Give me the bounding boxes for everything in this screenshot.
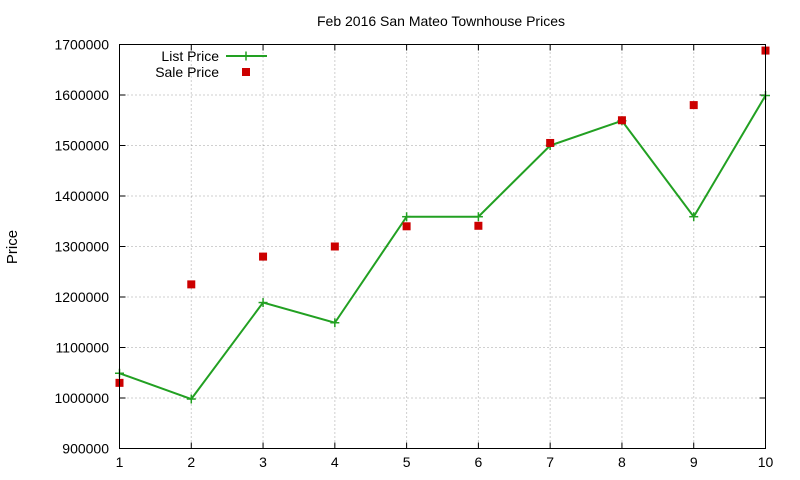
y-axis-label: Price — [4, 230, 21, 264]
y-tick-label: 1300000 — [54, 239, 109, 255]
sale-price-point — [546, 138, 555, 147]
x-tick-label: 8 — [618, 454, 626, 470]
list-price-point — [330, 318, 340, 328]
x-tick-label: 4 — [331, 454, 339, 470]
y-tick-label: 1700000 — [54, 37, 109, 53]
chart-title: Feb 2016 San Mateo Townhouse Prices — [317, 13, 565, 29]
x-tick-label: 10 — [758, 454, 774, 470]
sale-price-point — [402, 222, 411, 231]
sale-price-point — [617, 116, 626, 125]
legend-marker — [241, 51, 251, 61]
sale-price-point — [187, 280, 196, 289]
x-tick-label: 9 — [690, 454, 698, 470]
y-tick-label: 1600000 — [54, 87, 109, 103]
x-tick-label: 7 — [546, 454, 554, 470]
legend-marker — [242, 68, 250, 76]
sale-price-point — [689, 101, 698, 110]
x-tick-labels: 1 2 3 4 5 6 7 8 9 10 — [116, 454, 774, 470]
y-tick-label: 1200000 — [54, 289, 109, 305]
sale-price-point — [330, 242, 339, 251]
x-tick-label: 6 — [474, 454, 482, 470]
y-tick-labels: 900000 1000000 1100000 1200000 1300000 140000… — [54, 37, 109, 457]
plot-area — [115, 46, 770, 404]
legend-label: List Price — [161, 48, 219, 64]
grid — [119, 44, 766, 449]
list-price-point — [186, 394, 196, 404]
list-price-point — [258, 298, 268, 308]
legend-label: Sale Price — [155, 64, 219, 80]
y-tick-label: 1000000 — [54, 390, 109, 406]
series-line-list-price — [119, 94, 767, 401]
sale-price-point — [259, 252, 268, 261]
list-price-point — [402, 212, 412, 222]
y-tick-label: 1100000 — [56, 340, 110, 356]
x-tick-label: 2 — [187, 454, 195, 470]
x-tick-label: 1 — [116, 454, 124, 470]
sale-price-point — [474, 221, 483, 230]
list-price-point — [689, 212, 699, 222]
y-tick-label: 1400000 — [54, 188, 109, 204]
x-tick-label: 3 — [259, 454, 267, 470]
y-tick-label: 900000 — [62, 441, 109, 457]
x-tick-label: 5 — [403, 454, 411, 470]
y-tick-label: 1500000 — [54, 138, 109, 154]
list-price-point — [473, 212, 483, 222]
plot-frame — [119, 44, 766, 449]
